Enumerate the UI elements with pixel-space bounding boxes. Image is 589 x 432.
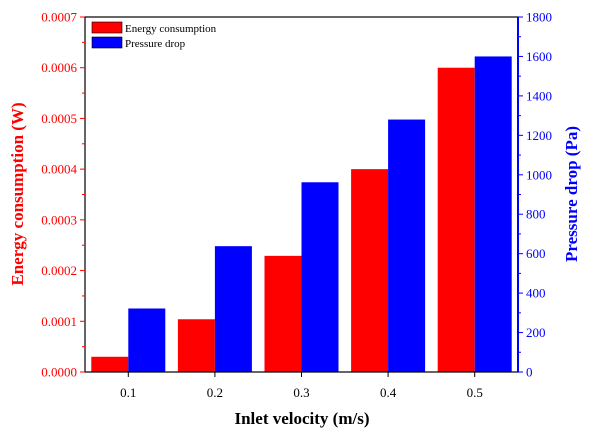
left-tick-label: 0.0005 (41, 111, 77, 126)
right-axis-ticks: 0 200 400 600 800 1000 1200 1400 1600 1800 (518, 10, 552, 380)
legend-swatch-pressure-drop (91, 36, 123, 49)
right-tick-label: 1800 (526, 10, 552, 25)
right-tick-label: 600 (526, 246, 546, 261)
right-tick-label: 800 (526, 207, 546, 222)
bar-energy-consumption-2 (264, 255, 302, 372)
legend: Energy consumption Pressure drop (91, 21, 217, 50)
bar-pressure-drop-2 (301, 182, 339, 372)
right-tick-label: 400 (526, 286, 546, 301)
left-tick-label: 0.0007 (41, 10, 77, 25)
left-tick-label: 0.0006 (41, 60, 77, 75)
right-tick-label: 1000 (526, 167, 552, 182)
x-tick-label: 0.2 (207, 385, 223, 400)
x-tick-label: 0.3 (293, 385, 309, 400)
right-tick-label: 1400 (526, 88, 552, 103)
bar-energy-consumption-4 (437, 67, 475, 372)
legend-label-pressure-drop: Pressure drop (125, 38, 186, 50)
left-tick-label: 0.0003 (41, 212, 77, 227)
legend-swatch-energy-consumption (91, 21, 123, 34)
left-tick-label: 0.0000 (41, 365, 77, 380)
left-tick-label: 0.0004 (41, 162, 77, 177)
bar-energy-consumption-3 (351, 169, 389, 372)
left-tick-label: 0.0002 (41, 263, 77, 278)
legend-label-energy-consumption: Energy consumption (125, 23, 217, 35)
x-axis-ticks: 0.1 0.2 0.3 0.4 0.5 (120, 372, 483, 400)
right-tick-label: 0 (526, 365, 533, 380)
bar-energy-consumption-0 (91, 356, 129, 372)
right-tick-label: 1600 (526, 49, 552, 64)
x-tick-label: 0.4 (380, 385, 397, 400)
bar-pressure-drop-0 (128, 308, 166, 372)
left-tick-label: 0.0001 (41, 314, 77, 329)
x-tick-label: 0.1 (120, 385, 136, 400)
bar-pressure-drop-4 (474, 56, 512, 372)
right-tick-label: 1200 (526, 128, 552, 143)
x-tick-label: 0.5 (467, 385, 483, 400)
bar-energy-consumption-1 (177, 319, 215, 372)
bar-pressure-drop-1 (214, 246, 252, 372)
right-axis-title: Pressure drop (Pa) (562, 126, 581, 262)
bars-group (91, 56, 512, 372)
x-axis-title: Inlet velocity (m/s) (234, 409, 369, 428)
bar-pressure-drop-3 (388, 119, 426, 372)
right-tick-label: 200 (526, 325, 546, 340)
left-axis-ticks: 0.0000 0.0001 0.0002 0.0003 0.0004 0.0005 0.00… (41, 10, 85, 380)
left-axis-title: Energy consumption (W) (8, 102, 27, 285)
